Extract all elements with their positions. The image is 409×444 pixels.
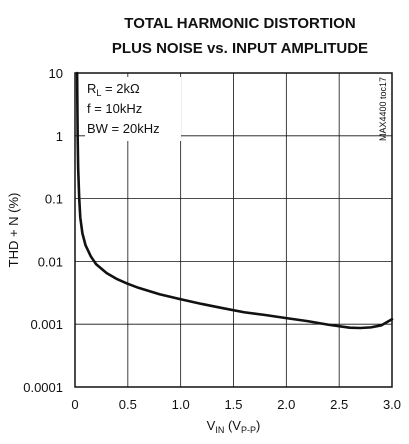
x-tick-label-2: 1.0 [172, 397, 190, 412]
part-number-label: MAX4400 toc17 [378, 77, 388, 141]
annotation-rl-sub: L [96, 88, 101, 98]
y-tick-label-0: 10 [49, 66, 63, 81]
annotation-rl-value: = 2kΩ [101, 81, 140, 96]
x-tick-label-0: 0 [71, 397, 78, 412]
x-axis-label-base: V [207, 418, 216, 433]
annotation-rl: RL = 2kΩ [87, 81, 140, 98]
annotation-frequency: f = 10kHz [87, 101, 142, 116]
x-tick-label-6: 3.0 [383, 397, 401, 412]
y-tick-label-4: 0.001 [30, 317, 63, 332]
chart-title-line2: PLUS NOISE vs. INPUT AMPLITUDE [112, 40, 368, 57]
annotation-background [85, 77, 181, 141]
x-tick-label-4: 2.0 [277, 397, 295, 412]
tick-labels: 0 0.5 1.0 1.5 2.0 2.5 3.0 10 1 0.1 0.01 0.001 0.0001 [23, 66, 401, 412]
condition-annotation: RL = 2kΩ f = 10kHz BW = 20kHz [85, 77, 181, 141]
series-group [75, 71, 394, 330]
plot-frame [74, 72, 393, 388]
x-axis-label: VIN (VP-P) [207, 418, 261, 435]
y-tick-label-3: 0.01 [38, 254, 63, 269]
y-tick-label-5: 0.0001 [23, 380, 63, 395]
x-axis-label-open: (V [224, 418, 241, 433]
series-line-0 [75, 71, 394, 330]
x-tick-label-3: 1.5 [224, 397, 242, 412]
x-axis-label-sub: IN [215, 425, 224, 435]
x-tick-label-1: 0.5 [119, 397, 137, 412]
y-axis-label: THD + N (%) [6, 193, 21, 268]
annotation-bandwidth: BW = 20kHz [87, 121, 160, 136]
annotation-rl-base: R [87, 81, 96, 96]
x-axis-label-unit-sub: P-P [241, 425, 256, 435]
y-tick-label-1: 1 [56, 129, 63, 144]
x-axis-label-close: ) [256, 418, 260, 433]
x-tick-label-5: 2.5 [330, 397, 348, 412]
y-tick-label-2: 0.1 [45, 192, 63, 207]
chart-title-line1: TOTAL HARMONIC DISTORTION [124, 15, 355, 32]
